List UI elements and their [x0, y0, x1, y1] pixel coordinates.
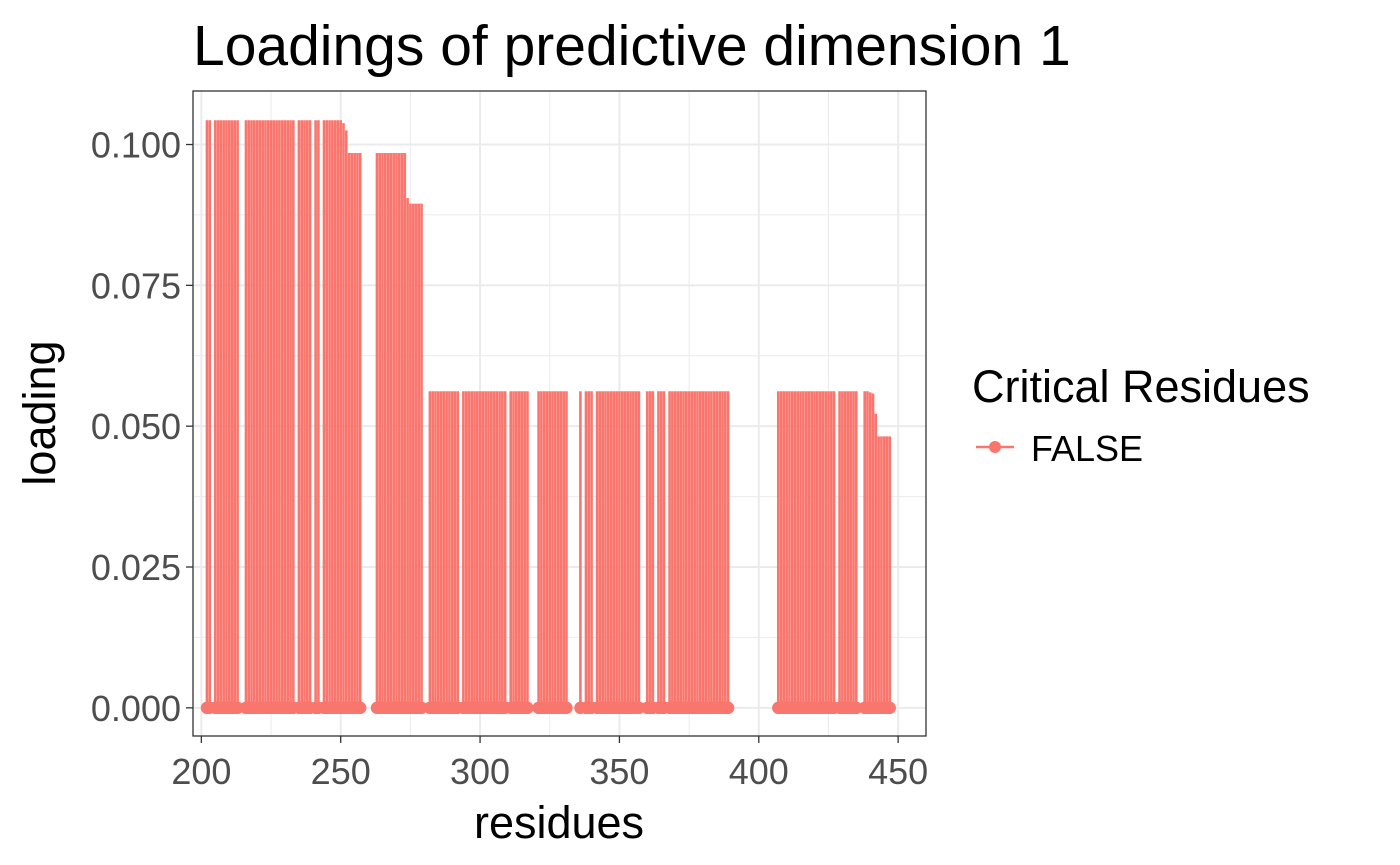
data-point [521, 701, 534, 715]
x-tick-label: 250 [311, 751, 371, 792]
y-tick-label: 0.050 [91, 406, 181, 447]
x-axis: 200 250 300 350 400 450 [171, 736, 928, 792]
y-tick-label: 0.000 [91, 688, 181, 729]
legend-title: Critical Residues [972, 361, 1310, 412]
y-tick-label: 0.025 [91, 547, 181, 588]
data-bars [205, 120, 892, 708]
y-tick-label: 0.075 [91, 265, 181, 306]
data-point [721, 701, 735, 715]
x-axis-title: residues [474, 797, 644, 848]
legend-key-point [989, 441, 1001, 453]
legend: Critical Residues FALSE [972, 361, 1310, 469]
x-tick-label: 200 [171, 751, 231, 792]
y-axis-title: loading [14, 340, 65, 485]
data-point [354, 701, 367, 715]
panel-border [192, 90, 927, 737]
plot-panel [192, 90, 927, 737]
data-points [200, 701, 896, 715]
data-point [560, 701, 573, 715]
chart-title: Loadings of predictive dimension 1 [193, 14, 1071, 78]
y-tick-label: 0.100 [91, 125, 181, 166]
y-axis: 0.000 0.025 0.050 0.075 0.100 [91, 125, 193, 729]
data-point [883, 701, 896, 715]
x-tick-label: 350 [589, 751, 649, 792]
x-tick-label: 300 [450, 751, 510, 792]
x-tick-label: 400 [729, 751, 789, 792]
legend-entry-label: FALSE [1031, 428, 1143, 469]
x-tick-label: 450 [868, 751, 928, 792]
